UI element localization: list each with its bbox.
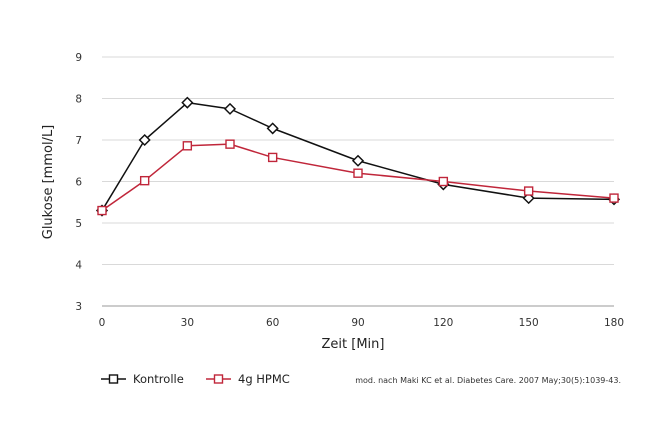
data-point-kontrolle [138, 133, 151, 147]
x-tick-label: 120 [433, 317, 453, 329]
data-point-hpmc [609, 193, 619, 203]
legend-label: Kontrolle [133, 372, 184, 386]
legend-item-kontrolle: Kontrolle [101, 372, 184, 386]
data-point-hpmc [438, 176, 449, 187]
data-point-kontrolle [351, 154, 365, 167]
y-tick-label: 3 [75, 301, 82, 313]
data-point-hpmc [353, 168, 363, 178]
data-point-hpmc [267, 152, 278, 163]
x-tick-label: 150 [519, 317, 539, 329]
x-axis-title: Zeit [Min] [322, 337, 385, 352]
data-point-hpmc [97, 205, 107, 216]
legend: Kontrolle 4g HPMC [101, 372, 290, 386]
x-tick-labels: 0 30 60 90 120 150 180 [99, 317, 624, 329]
legend-marker [108, 374, 119, 384]
y-tick-label: 4 [75, 260, 82, 272]
x-tick-label: 90 [351, 317, 364, 329]
y-tick-label: 5 [75, 218, 82, 230]
data-point-kontrolle [266, 122, 279, 135]
source-note: mod. nach Maki KC et al. Diabetes Care. … [355, 376, 621, 385]
y-tick-labels: 3 4 5 6 7 8 9 [75, 52, 82, 313]
series-markers [95, 96, 621, 217]
data-point-hpmc [182, 141, 193, 151]
y-tick-label: 8 [75, 94, 82, 106]
y-tick-label: 9 [75, 52, 82, 64]
data-point-kontrolle [181, 96, 194, 109]
legend-label: 4g HPMC [238, 372, 290, 386]
data-point-hpmc [225, 139, 235, 149]
y-axis-title: Glukose [mmol/L] [41, 125, 56, 240]
legend-item-hpmc: 4g HPMC [206, 372, 290, 386]
data-point-hpmc [139, 175, 150, 186]
y-tick-label: 6 [75, 177, 82, 189]
data-point-hpmc [523, 186, 534, 196]
x-tick-label: 180 [604, 317, 624, 329]
data-point-kontrolle [223, 102, 237, 115]
x-tick-label: 30 [181, 317, 194, 329]
x-tick-label: 60 [266, 317, 279, 329]
x-tick-label: 0 [99, 317, 106, 329]
legend-marker [213, 374, 224, 384]
y-tick-label: 7 [75, 135, 82, 147]
